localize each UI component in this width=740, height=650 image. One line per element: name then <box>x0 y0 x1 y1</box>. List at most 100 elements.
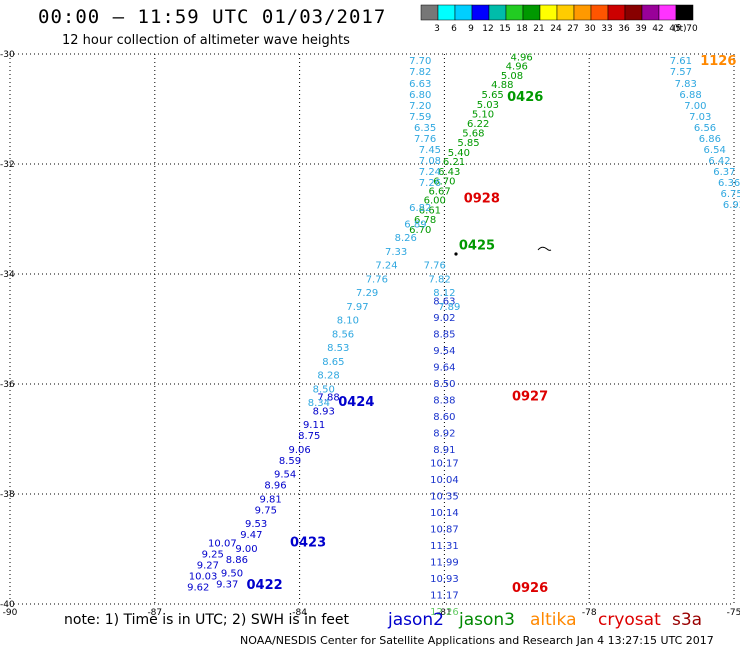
swh-value-label: 6.80 <box>409 90 431 101</box>
pass-time-label: 0422 <box>247 578 283 593</box>
swh-value-label: 6.35 <box>414 123 436 134</box>
pass-time-label: 1126 <box>700 54 736 69</box>
swh-value-label: 6.89 <box>404 219 426 230</box>
swh-value-label: 9.27 <box>197 560 219 571</box>
swh-value-label: 7.29 <box>356 288 378 299</box>
swh-value-label: 8.85 <box>433 329 455 340</box>
footnote: note: 1) Time is in UTC; 2) SWH is in fe… <box>64 612 350 628</box>
swh-value-label: 6.42 <box>708 156 730 167</box>
swh-value-label: 10.04 <box>430 475 459 486</box>
swh-value-label: 7.26 <box>419 178 441 189</box>
colorbar-label: 70 <box>686 24 698 34</box>
swh-value-label: 7.88 <box>317 393 339 404</box>
swh-value-label: 8.26 <box>395 233 417 244</box>
colorbar-label: 42 <box>652 24 663 34</box>
swh-value-label: 6.88 <box>679 90 701 101</box>
swh-value-label: 6.61 <box>419 206 441 217</box>
y-tick-label: -34 <box>0 270 15 280</box>
swh-value-label: 6.21 <box>443 157 465 168</box>
swh-value-label: 8.86 <box>226 555 248 566</box>
swh-value-label: 9.06 <box>288 445 310 456</box>
colorbar-label: 9 <box>468 24 474 34</box>
swh-value-label: 10.35 <box>430 492 459 503</box>
colorbar-label: 30 <box>584 24 596 34</box>
swh-value-label: 6.67 <box>428 186 450 197</box>
colorbar-label: 6 <box>451 24 457 34</box>
colorbar-swatch <box>556 4 575 21</box>
y-tick-label: -32 <box>0 160 15 170</box>
swh-value-label: 7.82 <box>428 274 450 285</box>
swh-value-label: 8.50 <box>433 379 455 390</box>
colorbar-swatch <box>607 4 626 21</box>
swh-value-label: 6.56 <box>694 123 716 134</box>
swh-value-label: 7.83 <box>675 79 697 90</box>
swh-value-label: 8.12 <box>433 288 455 299</box>
swh-value-label: 8.50 <box>313 384 335 395</box>
x-tick-label: -81 <box>437 608 452 618</box>
swh-value-label: 7.20 <box>409 101 431 112</box>
colorbar-label: 45 <box>669 24 680 34</box>
colorbar-swatch <box>641 4 660 21</box>
swh-value-label: 7.82 <box>409 67 431 78</box>
swh-value-label: 8.93 <box>313 406 335 417</box>
swh-value-label: 10.07 <box>208 538 237 549</box>
colorbar-swatch <box>471 4 490 21</box>
colorbar-swatch <box>573 4 592 21</box>
swh-value-label: 7.97 <box>346 302 368 313</box>
pass-time-label: 0928 <box>464 192 500 207</box>
colorbar-swatch <box>658 4 677 21</box>
swh-value-label: 6.00 <box>424 196 446 207</box>
swh-value-label: 9.50 <box>221 569 243 580</box>
swh-value-label: 6.63 <box>409 79 431 90</box>
island-dot <box>454 252 458 256</box>
swh-value-label: 6.22 <box>467 119 489 130</box>
swh-value-label: 7.33 <box>385 247 407 258</box>
swh-value-label: 8.91 <box>433 445 455 456</box>
swh-value-label: 6.75 <box>720 189 740 200</box>
data-points: 4.964.965.084.885.655.035.106.225.685.85… <box>187 53 740 618</box>
colorbar-swatch <box>505 4 524 21</box>
satellite-legend-s3a: s3a <box>672 610 703 630</box>
swh-value-label: 10.03 <box>189 571 218 582</box>
x-tick-label: -75 <box>727 608 740 618</box>
swh-value-label: 9.54 <box>433 346 455 357</box>
swh-value-label: 9.00 <box>235 544 257 555</box>
colorbar-label: 39 <box>635 24 647 34</box>
y-tick-label: -40 <box>0 600 15 610</box>
swh-value-label: 8.92 <box>433 428 455 439</box>
satellite-legend-jason2: jason2 <box>388 610 444 630</box>
swh-value-label: 8.10 <box>337 316 359 327</box>
color-scale-bar: 3 6 9 12 15 18 21 24 27 30 33 36 39 42 45 70(ft) <box>420 4 698 34</box>
colorbar-swatch <box>675 4 694 21</box>
swh-value-label: 9.64 <box>433 362 455 373</box>
swh-value-label: 6.92 <box>723 200 740 211</box>
colorbar-unit: (ft) <box>673 24 687 34</box>
pass-time-label: 0926 <box>512 581 548 596</box>
swh-value-label: 8.56 <box>332 329 354 340</box>
swh-value-label: 6.70 <box>409 225 431 236</box>
swh-value-label: 9.53 <box>245 519 267 530</box>
swh-value-label: 7.03 <box>689 112 711 123</box>
x-tick-label: -90 <box>3 608 18 618</box>
swh-value-label: 7.89 <box>438 302 460 313</box>
colorbar-label: 33 <box>601 24 612 34</box>
swh-value-label: 8.96 <box>264 481 286 492</box>
swh-value-label: 4.96 <box>510 53 532 64</box>
swh-value-label: 6.78 <box>414 215 436 226</box>
swh-value-label: 11.31 <box>430 541 459 552</box>
island-outline <box>537 246 552 251</box>
colorbar-label: 18 <box>516 24 528 34</box>
swh-value-label: 9.81 <box>260 494 282 505</box>
swh-value-label: 8.60 <box>433 412 455 423</box>
swh-value-label: 9.11 <box>303 420 325 431</box>
colorbar-label: 36 <box>618 24 630 34</box>
pass-time-label: 0426 <box>507 90 543 105</box>
swh-value-label: 5.10 <box>472 109 494 120</box>
pass-time-label: 0423 <box>290 535 326 550</box>
x-tick-label: -84 <box>292 608 307 618</box>
colorbar-label: 15 <box>499 24 510 34</box>
chart-title: 00:00 – 11:59 UTC 01/03/2017 <box>38 6 387 28</box>
swh-value-label: 10.14 <box>430 508 459 519</box>
swh-value-label: 7.76 <box>414 134 436 145</box>
